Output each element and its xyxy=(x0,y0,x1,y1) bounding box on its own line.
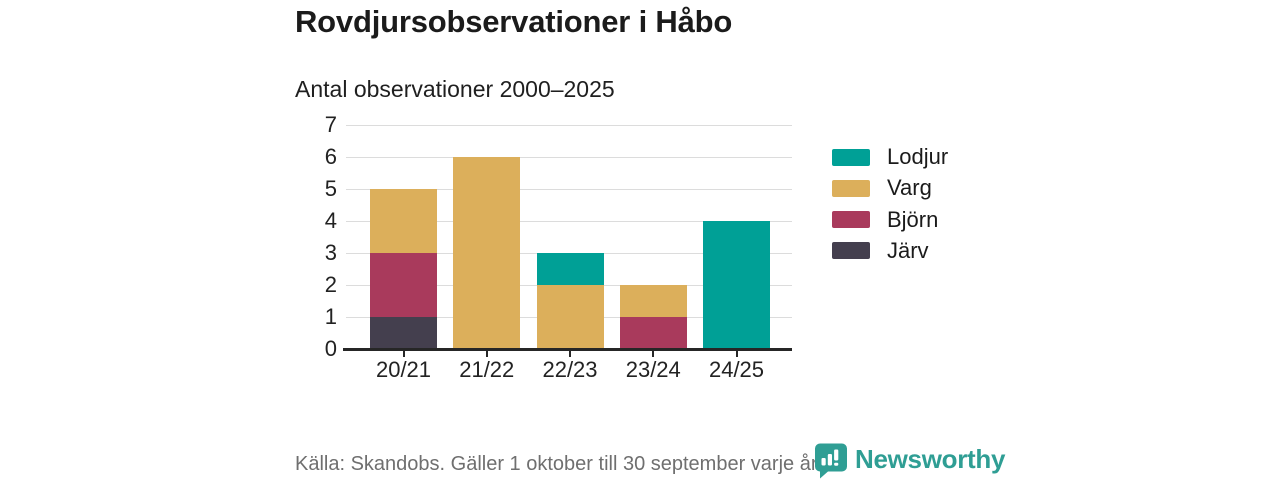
newsworthy-logo: Newsworthy xyxy=(814,443,1005,479)
x-axis-tick-label: 22/23 xyxy=(542,357,598,382)
legend-swatch xyxy=(832,148,870,166)
x-axis-tick-mark xyxy=(402,351,405,357)
gridline xyxy=(346,156,792,158)
legend-swatch xyxy=(832,211,870,229)
x-axis-tick-mark xyxy=(569,351,571,357)
y-axis-tick-label: 0 xyxy=(324,336,337,361)
y-axis-tick-label: 4 xyxy=(324,208,337,233)
x-axis-tick-label: 20/21 xyxy=(375,357,432,382)
y-axis-tick-label: 5 xyxy=(324,176,337,201)
legend-label: Järv xyxy=(887,237,929,263)
legend-swatch xyxy=(832,242,870,260)
x-axis-line xyxy=(343,348,792,351)
bar-segment-järv xyxy=(370,317,437,349)
legend-label: Lodjur xyxy=(887,144,949,169)
bar-segment-varg xyxy=(370,189,437,253)
y-axis-tick-label: 2 xyxy=(324,272,337,297)
y-axis-tick-label: 7 xyxy=(324,112,337,137)
chart-title: Rovdjursobservationer i Håbo xyxy=(295,4,733,39)
x-axis-tick-label: 21/22 xyxy=(459,357,515,382)
legend-label: Varg xyxy=(887,175,932,201)
newsworthy-wordmark: Newsworthy xyxy=(855,443,1006,474)
legend-swatch xyxy=(832,179,870,197)
x-axis-tick-mark xyxy=(485,351,488,357)
x-axis-tick-mark xyxy=(735,351,738,357)
gridline xyxy=(346,220,792,222)
gridline xyxy=(346,124,792,126)
legend-label: Björn xyxy=(887,206,939,232)
bar-segment-varg xyxy=(536,285,604,349)
legend-item-järv: Järv xyxy=(832,238,929,264)
bar-segment-lodjur xyxy=(536,253,604,285)
y-axis-tick-label: 3 xyxy=(324,240,337,265)
y-axis-tick-label: 1 xyxy=(324,304,337,329)
bar-segment-varg xyxy=(453,157,521,349)
bar-segment-lodjur xyxy=(703,221,770,349)
newsworthy-bar-chart-icon xyxy=(815,443,847,479)
x-axis-tick-mark xyxy=(652,351,655,357)
chart-subtitle: Antal observationer 2000–2025 xyxy=(295,76,615,102)
legend-item-lodjur: Lodjur xyxy=(832,144,948,170)
bar-segment-varg xyxy=(619,285,687,317)
x-axis-tick-label: 24/25 xyxy=(708,357,765,382)
bar-segment-björn xyxy=(619,317,687,349)
y-axis-tick-label: 6 xyxy=(324,144,337,169)
legend-item-varg: Varg xyxy=(832,175,932,201)
source-text: Källa: Skandobs. Gäller 1 oktober till 3… xyxy=(295,453,822,475)
legend-item-björn: Björn xyxy=(832,207,938,233)
bar-segment-björn xyxy=(370,253,437,317)
x-axis-tick-label: 23/24 xyxy=(625,357,681,382)
gridline xyxy=(346,188,792,190)
